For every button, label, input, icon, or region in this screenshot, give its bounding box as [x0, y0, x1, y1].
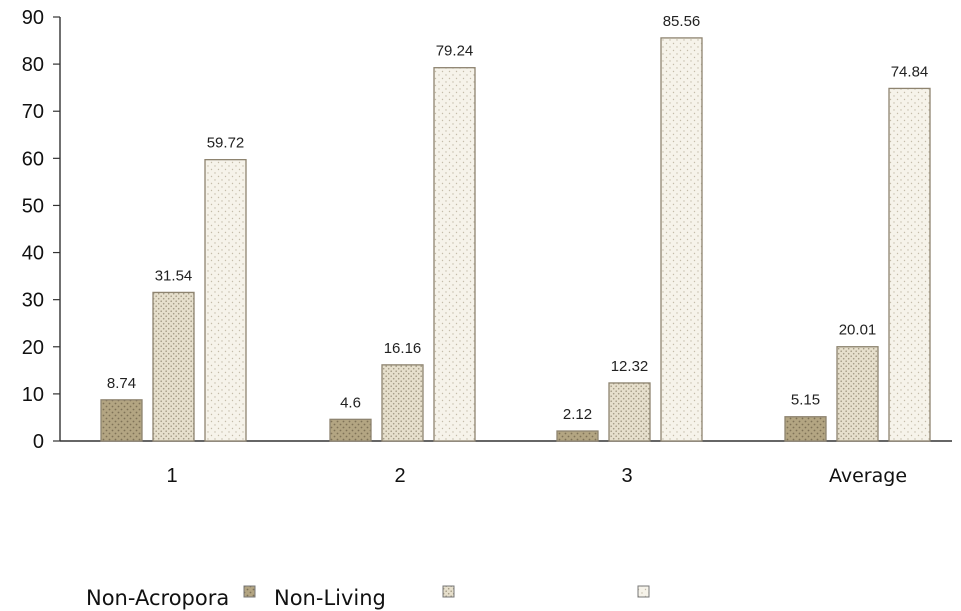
data-label: 4.6 — [340, 394, 361, 411]
y-ticks: 0 10 20 30 40 50 60 70 80 90 — [22, 7, 60, 453]
legend-swatch-non-acropora — [243, 585, 256, 598]
x-tick-label: Average — [829, 465, 907, 487]
bar-non-acropora-average — [784, 416, 827, 442]
bar-non-living-average — [836, 346, 879, 442]
y-tick-label: 80 — [22, 54, 44, 76]
bar-non-living-1 — [152, 291, 195, 442]
y-tick-label: 40 — [22, 243, 44, 265]
bars — [100, 37, 931, 442]
data-labels: 8.74 31.54 59.72 4.6 16.16 79.24 2.12 12.32 85.5… — [107, 13, 928, 423]
y-tick-label: 30 — [22, 290, 44, 312]
data-label: 74.84 — [891, 63, 929, 80]
bar-series-3-2 — [433, 67, 476, 442]
data-label: 2.12 — [563, 406, 592, 423]
bar-series-3-3 — [660, 37, 703, 442]
y-tick-label: 70 — [22, 101, 44, 123]
bar-non-living-3 — [608, 382, 651, 442]
bar-series-3-average — [888, 87, 931, 442]
x-tick-label: 2 — [394, 465, 405, 487]
bar-non-acropora-3 — [556, 430, 599, 442]
data-label: 12.32 — [611, 358, 649, 375]
data-label: 31.54 — [155, 267, 193, 284]
legend-label-non-living: Non-Living — [274, 586, 386, 610]
bar-non-acropora-2 — [329, 418, 372, 442]
legend-swatch-series-3 — [637, 585, 650, 598]
legend-label-non-acropora: Non-Acropora — [86, 586, 229, 610]
y-tick-label: 0 — [33, 431, 44, 453]
y-tick-label: 60 — [22, 148, 44, 170]
data-label: 5.15 — [791, 392, 820, 409]
bar-series-3-1 — [204, 159, 247, 442]
data-label: 59.72 — [207, 135, 245, 152]
x-tick-label: 1 — [166, 465, 177, 487]
y-tick-label: 90 — [22, 7, 44, 29]
bar-non-acropora-1 — [100, 399, 143, 442]
data-label: 85.56 — [663, 13, 701, 30]
data-label: 16.16 — [384, 340, 422, 357]
y-tick-label: 20 — [22, 337, 44, 359]
x-ticks: 1 2 3 Average — [166, 465, 907, 487]
data-label: 79.24 — [436, 43, 474, 60]
bar-non-living-2 — [381, 364, 424, 442]
data-label: 8.74 — [107, 375, 136, 392]
data-label: 20.01 — [839, 322, 877, 339]
y-tick-label: 50 — [22, 195, 44, 217]
legend-swatch-non-living — [442, 585, 455, 598]
y-tick-label: 10 — [22, 384, 44, 406]
legend: Non-Acropora Non-Living — [86, 585, 650, 610]
x-tick-label: 3 — [621, 465, 632, 487]
